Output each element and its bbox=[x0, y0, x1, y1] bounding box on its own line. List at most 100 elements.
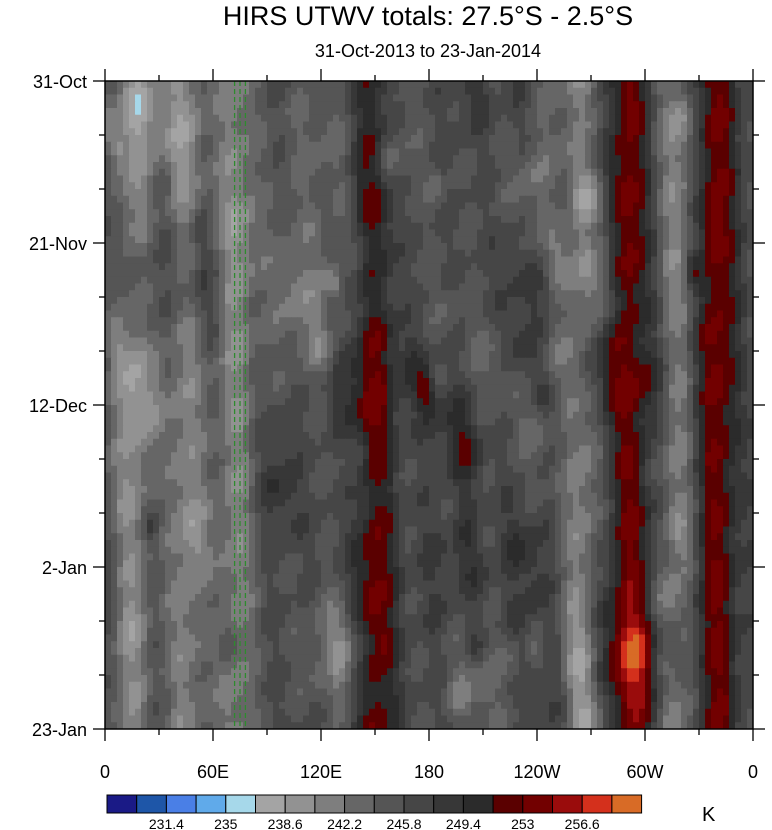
field-cell bbox=[435, 229, 442, 237]
field-cell bbox=[165, 310, 172, 318]
field-cell bbox=[231, 155, 238, 163]
field-cell bbox=[555, 141, 562, 150]
field-cell bbox=[399, 148, 406, 156]
field-cell bbox=[615, 148, 622, 156]
field-cell bbox=[495, 101, 502, 109]
field-cell bbox=[321, 202, 328, 210]
field-cell bbox=[627, 236, 634, 244]
field-cell bbox=[549, 155, 556, 163]
field-cell bbox=[621, 128, 628, 136]
field-cell bbox=[627, 114, 634, 123]
field-cell bbox=[249, 135, 256, 143]
field-cell bbox=[141, 87, 148, 96]
field-cell bbox=[597, 148, 604, 156]
field-cell bbox=[255, 222, 262, 231]
field-cell bbox=[609, 229, 616, 237]
field-cell bbox=[645, 87, 652, 96]
field-cell bbox=[171, 364, 178, 372]
field-cell bbox=[477, 310, 484, 318]
field-cell bbox=[363, 330, 370, 339]
field-cell bbox=[195, 162, 202, 170]
field-cell bbox=[273, 162, 280, 170]
field-cell bbox=[567, 330, 574, 339]
field-cell bbox=[219, 357, 226, 366]
field-cell bbox=[255, 141, 262, 150]
field-cell bbox=[579, 81, 586, 89]
field-cell bbox=[501, 195, 508, 204]
field-cell bbox=[699, 175, 706, 183]
field-cell bbox=[741, 222, 748, 231]
field-cell bbox=[645, 249, 652, 258]
field-cell bbox=[681, 81, 688, 89]
field-cell bbox=[429, 371, 436, 379]
field-cell bbox=[171, 324, 178, 332]
field-cell bbox=[723, 175, 730, 183]
field-cell bbox=[675, 216, 682, 224]
field-cell bbox=[399, 101, 406, 109]
field-cell bbox=[123, 297, 130, 305]
field-cell bbox=[627, 303, 634, 312]
field-cell bbox=[105, 263, 112, 271]
field-cell bbox=[519, 209, 526, 217]
field-cell bbox=[693, 337, 700, 345]
field-cell bbox=[531, 182, 538, 190]
field-cell bbox=[669, 121, 676, 129]
field-cell bbox=[561, 310, 568, 318]
field-cell bbox=[231, 276, 238, 285]
field-cell bbox=[465, 256, 472, 264]
field-cell bbox=[129, 378, 136, 386]
field-cell bbox=[489, 303, 496, 312]
field-cell bbox=[447, 297, 454, 305]
field-cell bbox=[273, 270, 280, 278]
field-cell bbox=[615, 290, 622, 298]
field-cell bbox=[129, 222, 136, 231]
field-cell bbox=[291, 121, 298, 129]
field-cell bbox=[705, 364, 712, 372]
field-cell bbox=[435, 236, 442, 244]
field-cell bbox=[651, 168, 658, 177]
field-cell bbox=[159, 378, 166, 386]
field-cell bbox=[351, 351, 358, 359]
field-cell bbox=[147, 330, 154, 339]
field-cell bbox=[297, 371, 304, 379]
field-cell bbox=[363, 141, 370, 150]
field-cell bbox=[189, 263, 196, 271]
field-cell bbox=[705, 162, 712, 170]
field-cell bbox=[183, 263, 190, 271]
field-cell bbox=[261, 378, 268, 386]
field-cell bbox=[699, 384, 706, 393]
field-cell bbox=[147, 94, 154, 102]
field-cell bbox=[177, 121, 184, 129]
field-cell bbox=[357, 249, 364, 258]
field-cell bbox=[153, 182, 160, 190]
field-cell bbox=[123, 371, 130, 379]
field-cell bbox=[285, 310, 292, 318]
field-cell bbox=[411, 168, 418, 177]
field-cell bbox=[405, 297, 412, 305]
field-cell bbox=[393, 263, 400, 271]
field-cell bbox=[147, 256, 154, 264]
field-cell bbox=[531, 378, 538, 386]
field-cell bbox=[261, 303, 268, 312]
field-cell bbox=[519, 182, 526, 190]
field-cell bbox=[273, 297, 280, 305]
field-cell bbox=[585, 236, 592, 244]
field-cell bbox=[699, 182, 706, 190]
field-cell bbox=[543, 371, 550, 379]
field-cell bbox=[201, 148, 208, 156]
field-cell bbox=[543, 121, 550, 129]
field-cell bbox=[183, 290, 190, 298]
field-cell bbox=[207, 94, 214, 102]
field-cell bbox=[633, 128, 640, 136]
field-cell bbox=[237, 108, 244, 116]
field-cell bbox=[321, 384, 328, 393]
field-cell bbox=[711, 337, 718, 345]
field-cell bbox=[339, 378, 346, 386]
field-cell bbox=[465, 297, 472, 305]
field-cell bbox=[627, 101, 634, 109]
field-cell bbox=[399, 195, 406, 204]
field-cell bbox=[111, 243, 118, 251]
field-cell bbox=[267, 141, 274, 150]
field-cell bbox=[639, 283, 646, 291]
field-cell bbox=[513, 141, 520, 150]
